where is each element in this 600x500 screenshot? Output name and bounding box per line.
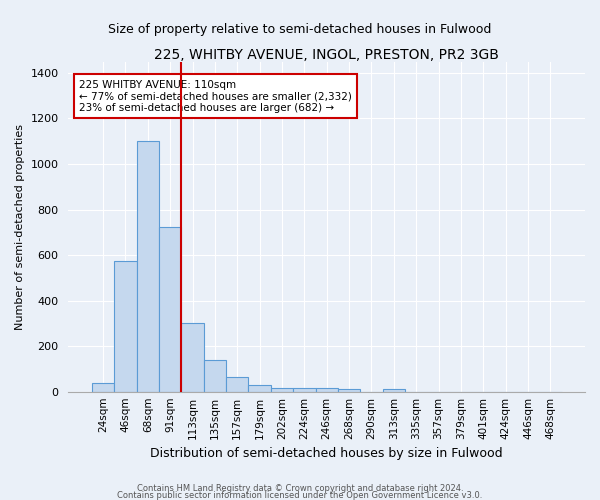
Bar [226,377,248,392]
Bar [271,388,293,392]
Bar [137,141,159,392]
Text: Contains HM Land Registry data © Crown copyright and database right 2024.: Contains HM Land Registry data © Crown c… [137,484,463,493]
Y-axis label: Number of semi-detached properties: Number of semi-detached properties [15,124,25,330]
Text: 225 WHITBY AVENUE: 110sqm
← 77% of semi-detached houses are smaller (2,332)
23% : 225 WHITBY AVENUE: 110sqm ← 77% of semi-… [79,80,352,113]
Bar [338,390,360,392]
Bar [181,324,204,392]
Bar [248,385,271,392]
Bar [159,226,181,392]
Bar [204,360,226,392]
Bar [114,260,137,392]
Text: Size of property relative to semi-detached houses in Fulwood: Size of property relative to semi-detach… [109,22,491,36]
X-axis label: Distribution of semi-detached houses by size in Fulwood: Distribution of semi-detached houses by … [151,447,503,460]
Bar [383,390,405,392]
Text: Contains public sector information licensed under the Open Government Licence v3: Contains public sector information licen… [118,491,482,500]
Title: 225, WHITBY AVENUE, INGOL, PRESTON, PR2 3GB: 225, WHITBY AVENUE, INGOL, PRESTON, PR2 … [154,48,499,62]
Bar [293,388,316,392]
Bar [316,388,338,392]
Bar [92,383,114,392]
